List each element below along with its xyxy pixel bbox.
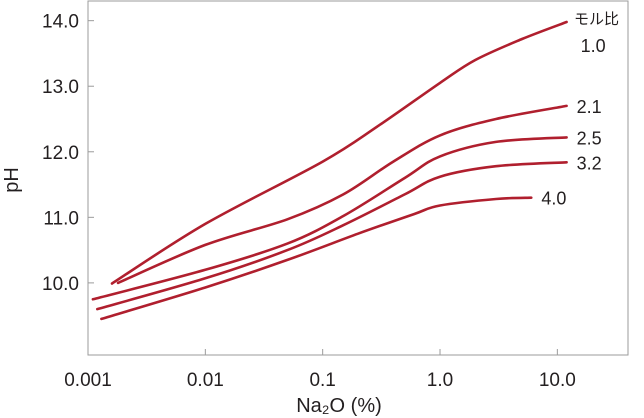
legend-title: モル比 xyxy=(574,10,619,28)
x-tick-label: 0.01 xyxy=(187,370,224,391)
y-tick-label: 14.0 xyxy=(42,12,79,33)
series-label-4.0: 4.0 xyxy=(541,189,566,209)
series-label-1.0: 1.0 xyxy=(581,36,606,56)
series-label-3.2: 3.2 xyxy=(577,153,602,173)
series-group xyxy=(91,20,568,321)
x-tick-label: 0.1 xyxy=(309,370,335,391)
x-axis-title: Na₂O (%) xyxy=(296,395,382,417)
series-label-2.1: 2.1 xyxy=(577,97,602,117)
y-axis: 10.0 11.0 12.0 13.0 14.0 xyxy=(42,12,94,295)
x-tick-label: 10.0 xyxy=(539,370,576,391)
series-line-2.1 xyxy=(116,104,568,285)
y-tick-label: 11.0 xyxy=(43,208,79,229)
y-tick-label: 10.0 xyxy=(42,274,79,295)
series-line-1.0 xyxy=(110,20,568,285)
plot-frame xyxy=(87,0,629,356)
x-tick-label: 1.0 xyxy=(427,370,453,391)
series-line-3.2 xyxy=(96,161,568,311)
y-axis-title: pH xyxy=(1,167,23,193)
series-label-2.5: 2.5 xyxy=(577,128,602,148)
y-tick-label: 13.0 xyxy=(42,77,79,98)
x-tick-label: 0.001 xyxy=(64,370,112,391)
x-axis: 0.001 0.01 0.1 1.0 10.0 xyxy=(64,349,576,391)
y-tick-label: 12.0 xyxy=(42,143,79,164)
series-line-4.0 xyxy=(100,196,533,321)
series-label-group: 1.0 2.1 2.5 3.2 4.0 xyxy=(541,36,605,209)
series-line-2.5 xyxy=(91,136,568,301)
